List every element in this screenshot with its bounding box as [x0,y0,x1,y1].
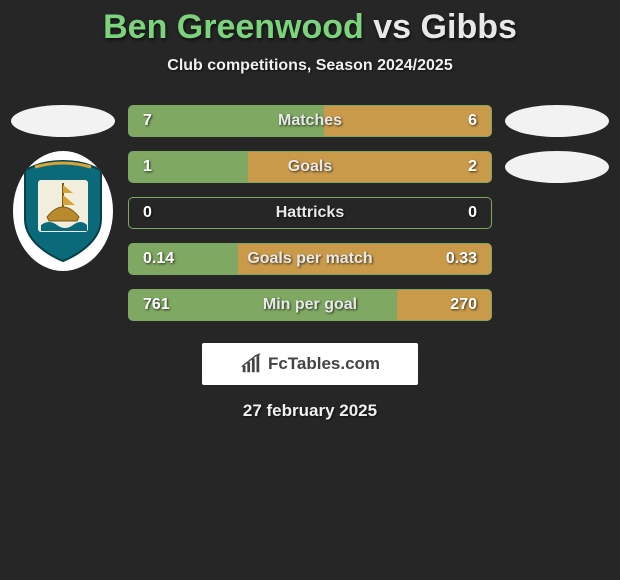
stat-value-right: 2 [468,158,491,176]
stat-bars: 7Matches6 1Goals2 0Hattricks0 0.14Goals per… [128,105,492,321]
stat-bar: 761Min per goal270 [128,289,492,321]
left-side [8,105,118,321]
stat-label: Goals per match [129,250,491,268]
title-vs: vs [373,8,411,46]
chart-icon [240,353,262,375]
brand-badge: FcTables.com [202,343,418,385]
right-side [502,105,612,321]
player2-avatar-placeholder [505,105,609,137]
stat-label: Matches [129,112,491,130]
comparison-panel: 7Matches6 1Goals2 0Hattricks0 0.14Goals per… [0,105,620,321]
stat-bar: 7Matches6 [128,105,492,137]
title-player2: Gibbs [421,8,517,46]
title-player1: Ben Greenwood [103,8,364,46]
stat-bar: 0Hattricks0 [128,197,492,229]
page-title: Ben Greenwood vs Gibbs [0,0,620,47]
stat-label: Hattricks [129,204,491,222]
stat-bar: 0.14Goals per match0.33 [128,243,492,275]
stat-value-right: 0 [468,204,491,222]
club-crest-icon [19,157,107,265]
brand-text: FcTables.com [268,354,380,374]
subtitle: Club competitions, Season 2024/2025 [0,57,620,75]
player2-club-placeholder [505,151,609,183]
player1-avatar-placeholder [11,105,115,137]
stat-bar: 1Goals2 [128,151,492,183]
player1-club-badge [13,151,113,271]
stat-value-right: 270 [450,296,491,314]
stat-label: Min per goal [129,296,491,314]
stat-label: Goals [129,158,491,176]
stat-value-right: 0.33 [446,250,491,268]
date-label: 27 february 2025 [0,401,620,421]
stat-value-right: 6 [468,112,491,130]
